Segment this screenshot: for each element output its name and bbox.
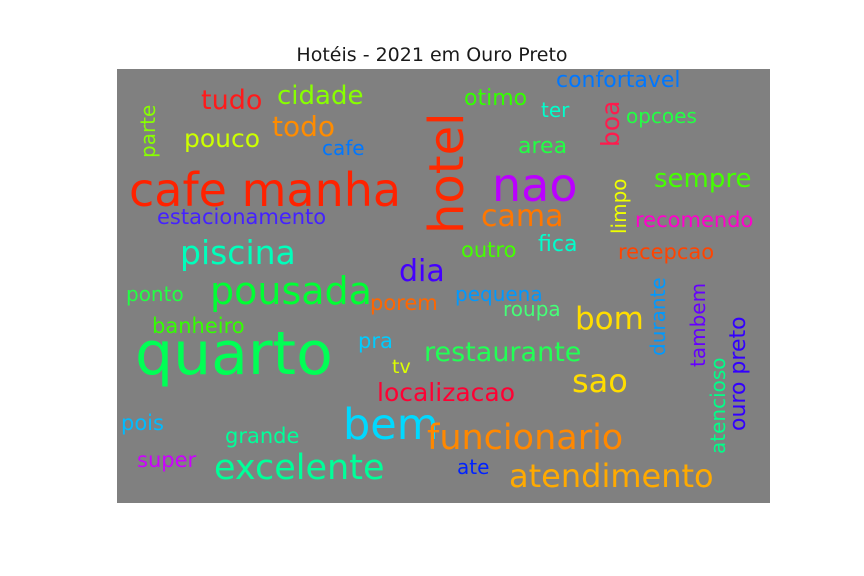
cloud-word-pra: pra: [358, 329, 393, 353]
cloud-word-tudo: tudo: [201, 85, 262, 116]
cloud-word-area: area: [518, 134, 567, 159]
cloud-word-estacionamento: estacionamento: [157, 205, 326, 229]
cloud-word-parte: parte: [136, 105, 160, 158]
cloud-word-ponto: ponto: [126, 282, 184, 306]
cloud-word-recomendo: recomendo: [635, 208, 753, 232]
cloud-word-outro: outro: [461, 238, 516, 262]
cloud-word-cidade: cidade: [277, 81, 363, 111]
cloud-word-fica: fica: [538, 232, 577, 257]
cloud-word-roupa: roupa: [503, 297, 561, 321]
cloud-word-boa: boa: [596, 101, 625, 147]
cloud-word-hotel: hotel: [419, 113, 475, 234]
cloud-word-ate: ate: [457, 455, 489, 479]
cloud-word-confortavel: confortavel: [556, 69, 681, 93]
cloud-word-ter: ter: [541, 98, 570, 122]
word-cloud: quarto cafe manha hotel nao bem pousada funcio…: [117, 69, 770, 503]
cloud-word-quarto: quarto: [135, 319, 333, 389]
cloud-word-sao: sao: [572, 362, 628, 400]
cloud-word-tambem: tambem: [686, 283, 710, 367]
cloud-word-dia: dia: [399, 254, 445, 289]
cloud-word-localizacao: localizacao: [377, 378, 515, 407]
cloud-word-banheiro: banheiro: [152, 314, 245, 338]
cloud-word-atendimento: atendimento: [509, 457, 714, 495]
cloud-word-grande: grande: [225, 424, 299, 448]
cloud-word-funcionario: funcionario: [427, 418, 623, 458]
cloud-word-bem: bem: [343, 400, 439, 450]
cloud-word-bom: bom: [575, 301, 644, 337]
cloud-word-cafe-manha: cafe manha: [129, 163, 401, 217]
cloud-word-super: super: [137, 448, 197, 472]
cloud-word-pois: pois: [121, 411, 164, 435]
cloud-word-todo: todo: [272, 110, 335, 143]
cloud-word-durante: durante: [646, 277, 670, 356]
cloud-word-ouro-preto: ouro preto: [726, 316, 751, 431]
cloud-word-otimo: otimo: [464, 86, 527, 111]
cloud-word-excelente: excelente: [214, 448, 385, 488]
cloud-background: [117, 69, 770, 503]
cloud-word-restaurante: restaurante: [424, 337, 581, 368]
cloud-word-sempre: sempre: [654, 164, 752, 194]
cloud-word-pouco: pouco: [184, 124, 260, 153]
cloud-word-opcoes: opcoes: [626, 104, 697, 128]
cloud-word-recepcao: recepcao: [618, 240, 714, 264]
cloud-word-nao: nao: [492, 158, 578, 212]
cloud-word-piscina: piscina: [180, 233, 296, 272]
cloud-word-tv: tv: [392, 356, 411, 378]
cloud-word-pequena: pequena: [455, 282, 543, 306]
word-cloud-svg: quarto cafe manha hotel nao bem pousada funcio…: [117, 69, 770, 503]
cloud-word-porem: porem: [370, 291, 438, 315]
cloud-word-cafe: cafe: [322, 136, 365, 160]
cloud-word-pousada: pousada: [210, 269, 372, 313]
cloud-word-cama: cama: [481, 199, 564, 234]
chart-title: Hotéis - 2021 em Ouro Preto: [296, 44, 568, 66]
cloud-word-atencioso: atencioso: [706, 357, 730, 454]
cloud-word-limpo: limpo: [607, 178, 631, 234]
